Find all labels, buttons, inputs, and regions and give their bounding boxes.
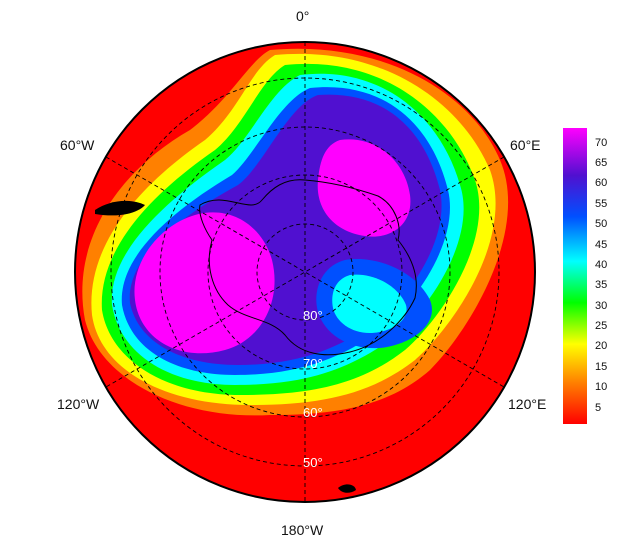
latitude-circle-60: [159, 126, 451, 418]
lon-label-180w: 180°W: [281, 522, 324, 538]
colorbar-tick: 40: [595, 259, 608, 271]
lon-label-60w: 60°W: [60, 137, 95, 153]
colorbar-tick: 35: [595, 279, 608, 291]
colorbar-tick: 15: [595, 361, 608, 373]
lon-label-60e: 60°E: [510, 137, 541, 153]
lat-label-50: 50°: [303, 455, 323, 470]
colorbar-tick: 70: [595, 137, 608, 149]
colorbar-tick: 20: [595, 340, 608, 352]
lon-label-0: 0°: [296, 8, 310, 24]
map-boundary: [74, 41, 536, 503]
lat-label-70: 70°: [303, 356, 323, 371]
colorbar-tick: 25: [595, 320, 608, 332]
colorbar-tick: 65: [595, 157, 608, 169]
colorbar-tick: 60: [595, 177, 608, 189]
new-zealand-outline: [338, 484, 356, 493]
lon-label-120e: 120°E: [508, 396, 547, 412]
colorbar-tick: 45: [595, 239, 608, 251]
ozone-field: [75, 42, 535, 502]
graticule: [105, 42, 505, 502]
colorbar-tick: 55: [595, 198, 608, 210]
lat-label-60: 60°: [303, 405, 323, 420]
south-america-tip: [95, 200, 145, 216]
colorbar-tick: 5: [595, 402, 602, 414]
colorbar: [563, 128, 587, 424]
antarctica-coastline: [199, 179, 417, 356]
colorbar-tick: 30: [595, 300, 608, 312]
colorbar-tick: 10: [595, 381, 608, 393]
lat-label-80: 80°: [303, 308, 323, 323]
lon-label-120w: 120°W: [57, 396, 100, 412]
colorbar-tick: 50: [595, 218, 608, 230]
